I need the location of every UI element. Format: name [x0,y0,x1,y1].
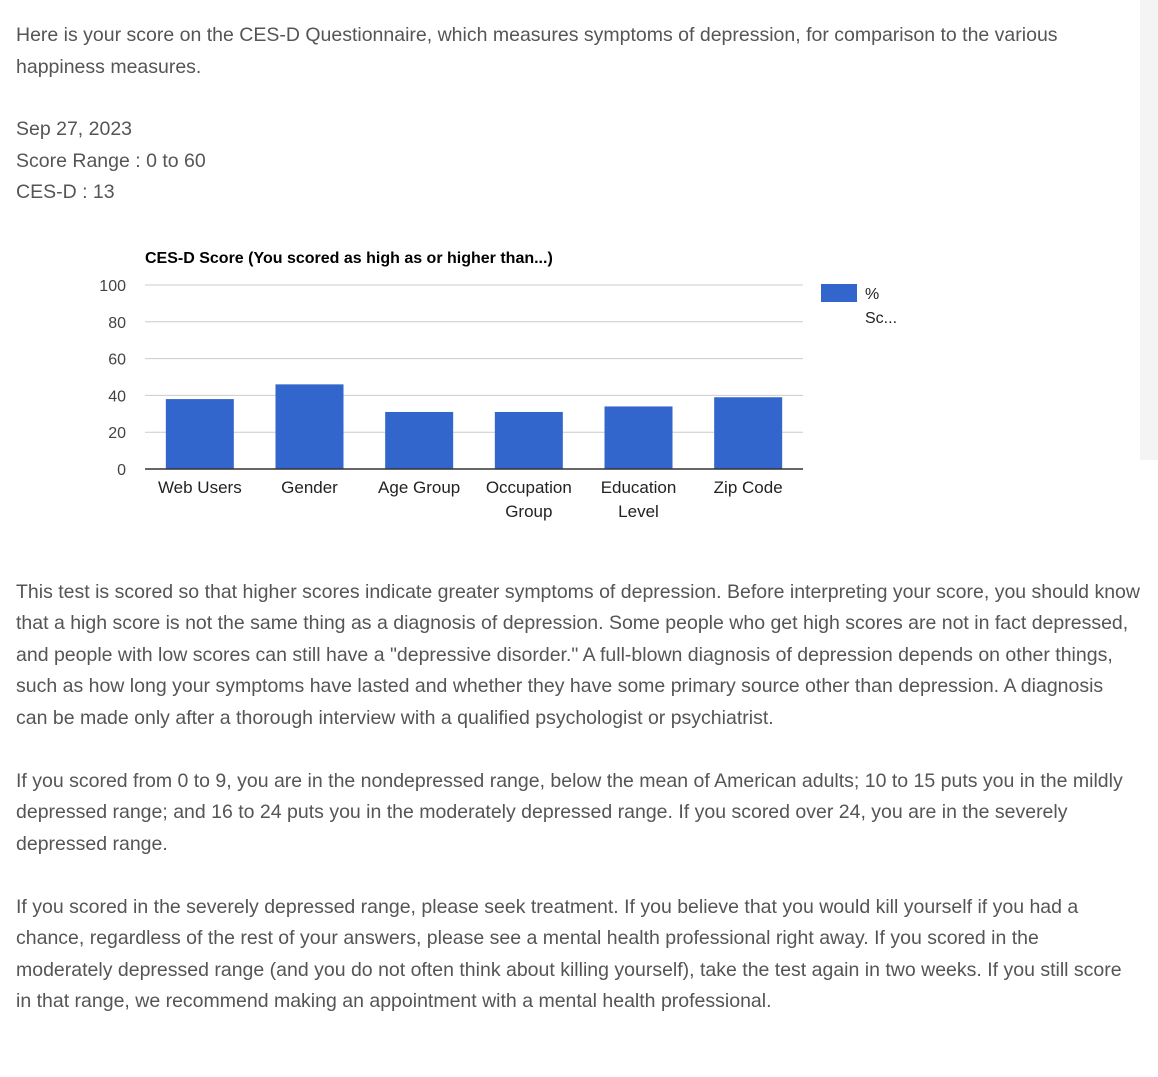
y-tick-label: 60 [108,351,126,368]
bar [714,396,783,469]
y-tick-label: 100 [99,278,126,295]
result-summary: Sep 27, 2023 Score Range : 0 to 60 CES-D… [16,114,1140,209]
bar [604,405,673,469]
result-date: Sep 27, 2023 [16,118,133,140]
y-tick-label: 20 [108,425,126,442]
score-range: Score Range : 0 to 60 [16,149,206,172]
y-tick-label: 80 [108,314,126,331]
y-tick-label: 40 [108,388,126,405]
x-tick-label: Gender [281,478,338,497]
ces-d-bar-chart: CES-D Score (You scored as high as or hi… [99,250,897,521]
bar [385,411,454,469]
interpretation-paragraph: This test is scored so that higher score… [16,580,1140,729]
page-scrollbar[interactable] [1140,0,1158,460]
x-tick-label: Education Level [601,478,677,521]
score-ranges-paragraph: If you scored from 0 to 9, you are in th… [16,769,1123,855]
chart-title: CES-D Score (You scored as high as or hi… [145,250,553,267]
treatment-advice-paragraph: If you scored in the severely depressed … [16,895,1122,1013]
x-tick-label: Occupation Group [486,478,572,521]
legend-swatch [821,283,857,302]
legend-label: % Sc... [865,286,897,327]
ces-d-score: CES-D : 13 [16,181,115,203]
x-tick-label: Age Group [378,478,460,497]
intro-text: Here is your score on the CES-D Question… [16,24,1058,78]
bar [494,411,563,469]
x-tick-label: Zip Code [714,478,783,497]
bar [275,383,344,469]
results-content: Here is your score on the CES-D Question… [16,20,1140,1018]
bar [165,398,234,469]
x-tick-label: Web Users [158,478,242,497]
y-tick-label: 0 [117,462,126,479]
ces-d-chart: CES-D Score (You scored as high as or hi… [16,247,1140,577]
